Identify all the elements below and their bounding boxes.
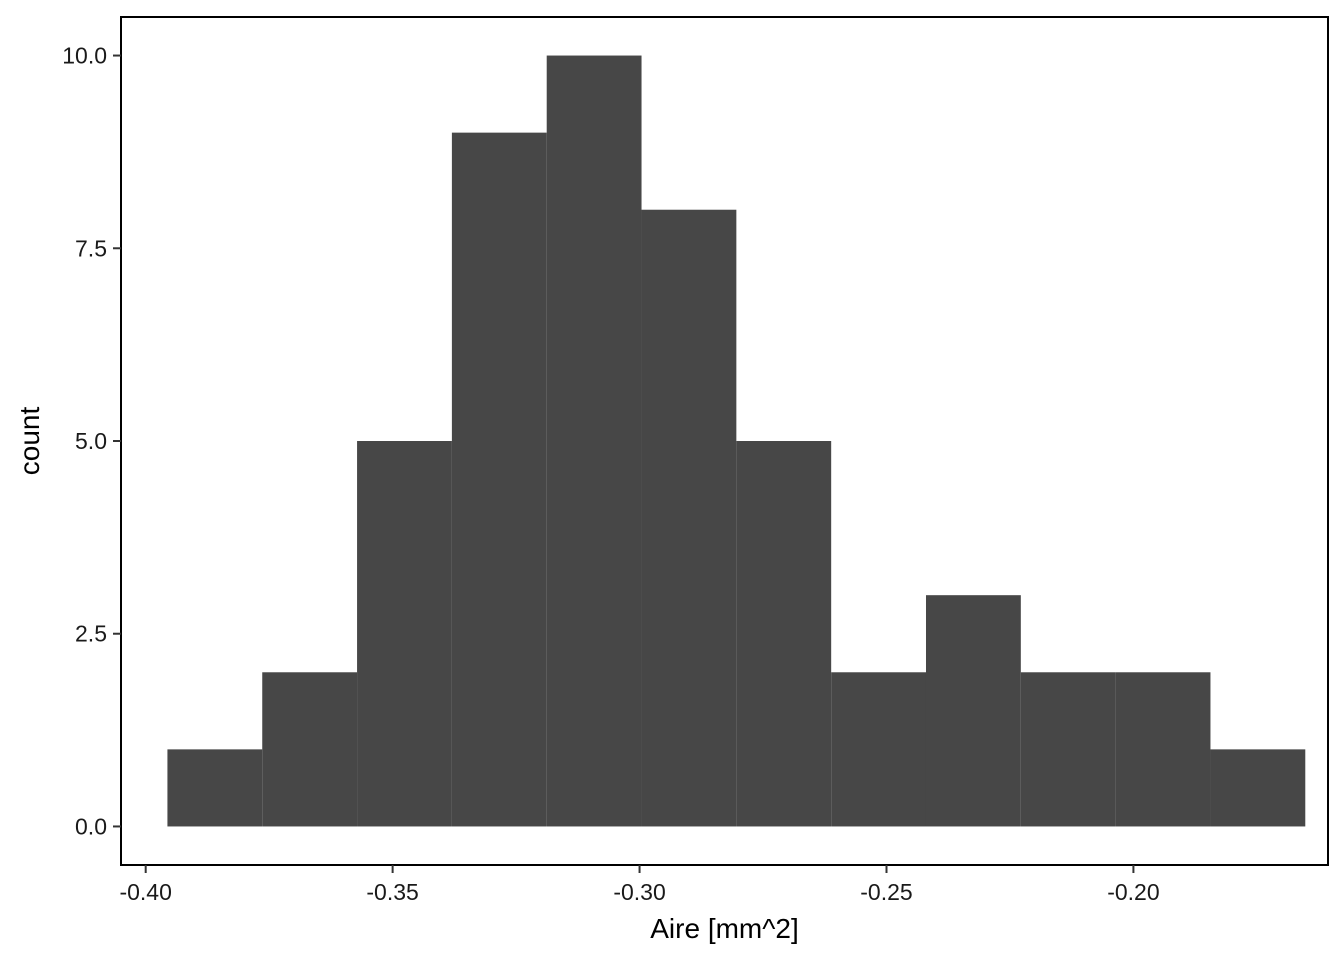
histogram-bar — [451, 132, 547, 827]
y-tick-label: 2.5 — [75, 621, 107, 647]
x-axis: -0.40 -0.35 -0.30 -0.25 -0.20 — [119, 864, 1328, 905]
x-tick-label: -0.20 — [1107, 879, 1159, 905]
histogram-bar — [1115, 672, 1211, 827]
y-tick-label: 5.0 — [75, 428, 107, 454]
bars-layer — [167, 55, 1306, 827]
histogram-bar — [1020, 672, 1116, 827]
histogram-bar — [831, 672, 926, 827]
y-tick-label: 0.0 — [75, 813, 107, 839]
y-axis: 0.0 2.5 5.0 7.5 10.0 — [62, 17, 122, 865]
y-axis-title: count — [14, 407, 45, 476]
histogram-bar — [357, 441, 452, 827]
histogram-bar — [641, 209, 737, 827]
histogram-bar — [546, 55, 642, 827]
x-tick-label: -0.30 — [613, 879, 665, 905]
x-tick-label: -0.35 — [366, 879, 418, 905]
x-axis-title: Aire [mm^2] — [650, 913, 799, 944]
histogram-bar — [925, 595, 1021, 827]
x-tick-label: -0.40 — [119, 879, 171, 905]
x-tick-label: -0.25 — [860, 879, 912, 905]
histogram-bar — [1210, 749, 1306, 827]
histogram-bar — [736, 441, 832, 827]
histogram-bar — [262, 672, 358, 827]
y-tick-label: 10.0 — [62, 43, 107, 69]
histogram-bar — [167, 749, 263, 827]
y-tick-label: 7.5 — [75, 235, 107, 261]
